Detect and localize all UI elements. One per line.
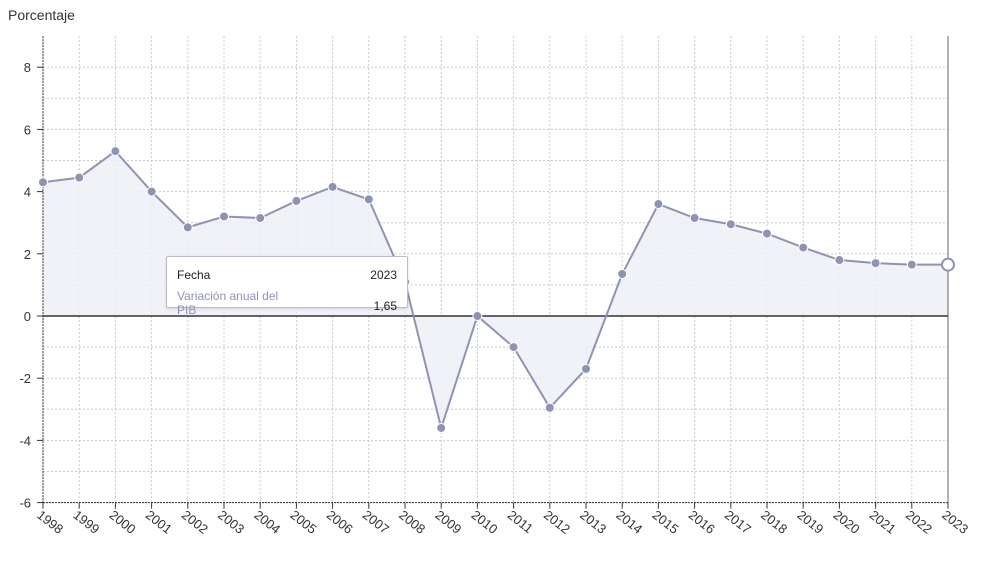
x-tick-label: 2022 [903, 507, 935, 537]
data-point [182, 222, 193, 233]
y-tick-label: 8 [24, 60, 31, 75]
x-tick-label: 2006 [324, 507, 356, 537]
y-tick-label: -4 [19, 433, 31, 448]
x-tick-label: 1999 [70, 507, 102, 537]
x-tick-label: 2021 [867, 507, 899, 537]
data-point [762, 228, 772, 239]
data-point [798, 242, 809, 253]
data-point [74, 172, 85, 183]
tooltip-series-value: 1,65 [373, 299, 397, 313]
x-tick-label: 2014 [613, 507, 645, 537]
data-point [689, 213, 700, 224]
data-point [291, 195, 302, 206]
data-point [544, 402, 555, 413]
x-tick-label: 2003 [215, 507, 247, 537]
x-tick-label: 2019 [794, 507, 826, 537]
x-tick-label: 2017 [722, 507, 754, 537]
x-tick-label: 2016 [686, 507, 718, 537]
x-axis-ticks: 1998 1999 2000 2001 2002 2003 2004 2005 2006 2007… [34, 502, 971, 537]
x-tick-label: 2023 [939, 507, 971, 537]
x-tick-label: 2013 [577, 507, 609, 537]
y-tick-label: -2 [19, 371, 31, 386]
data-point [363, 194, 374, 205]
data-point [327, 181, 338, 192]
data-point [38, 177, 48, 188]
data-point [255, 213, 266, 224]
data-point [617, 269, 628, 280]
data-point [146, 186, 157, 197]
data-point [834, 255, 845, 266]
data-point [110, 146, 121, 157]
data-point [472, 311, 483, 321]
data-point [508, 342, 519, 353]
series-line-path [42, 149, 948, 432]
y-tick-label: 6 [24, 122, 31, 137]
tooltip-date-label: Fecha [177, 268, 211, 282]
x-tick-label: 2011 [505, 507, 536, 536]
x-tick-label: 2004 [251, 507, 283, 537]
x-tick-label: 2001 [143, 507, 175, 537]
data-point [725, 219, 736, 230]
data-point [906, 259, 917, 270]
x-tick-label: 2002 [179, 507, 211, 537]
data-point [436, 422, 447, 433]
x-tick-label: 2007 [360, 507, 392, 537]
x-tick-label: 2008 [396, 507, 428, 537]
tooltip-date-value: 2023 [370, 268, 397, 282]
x-tick-label: 2015 [650, 507, 682, 537]
y-tick-label: 2 [24, 247, 31, 262]
chart-tooltip: Fecha 2023 Variación anual del PIB 1,65 [166, 256, 408, 317]
x-tick-label: 2020 [831, 507, 863, 537]
x-tick-label: 2009 [432, 507, 464, 537]
y-axis-label: Porcentaje [8, 7, 75, 23]
y-axis-ticks: -6 -4 -2 0 2 4 6 8 [19, 60, 43, 511]
data-point [653, 199, 664, 210]
tooltip-series-label: Variación anual del PIB [177, 289, 279, 317]
data-points [38, 146, 955, 433]
data-point [219, 211, 229, 222]
x-tick-label: 2000 [107, 507, 139, 537]
x-tick-label: 2012 [541, 507, 573, 537]
y-tick-label: 4 [24, 185, 31, 200]
area-shape [43, 151, 948, 428]
y-tick-label: -6 [19, 496, 31, 511]
x-tick-label: 2010 [469, 507, 501, 537]
series-line [42, 149, 948, 432]
x-tick-label: 1998 [34, 507, 66, 537]
y-tick-label: 0 [24, 309, 31, 324]
x-tick-label: 2005 [288, 507, 320, 537]
area-fill [43, 151, 948, 428]
data-point [581, 363, 591, 374]
data-point [870, 258, 881, 269]
grid-lines [42, 36, 949, 504]
x-tick-label: 2018 [758, 507, 790, 537]
data-point-highlighted [941, 257, 955, 272]
